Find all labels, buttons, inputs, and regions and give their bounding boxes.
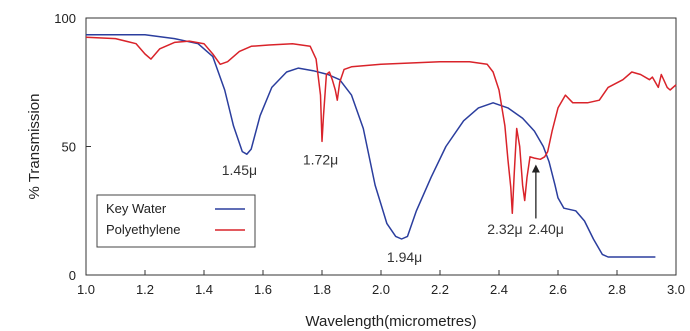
peak-label: 2.40μ [529,221,564,237]
legend: Key Water Polyethylene [96,194,256,248]
y-axis-title: % Transmission [26,94,43,200]
legend-label: Polyethylene [106,222,180,237]
series-line-polyethylene [85,36,677,215]
x-tick-label: 2.2 [431,282,449,297]
y-tick-label: 50 [62,140,76,155]
peak-label: 1.72μ [303,151,338,167]
arrow-head [531,164,540,173]
x-tick-label: 2.4 [490,282,508,297]
peak-label: 1.94μ [387,249,422,265]
y-tick-label: 100 [54,11,76,26]
x-tick-label: 1.4 [195,282,213,297]
x-axis-title: Wavelength(micrometres) [305,313,476,330]
axes: 1.0 1.2 1.4 1.6 1.8 2.0 2.2 2.4 2.6 2.8 3.0 0 50 100 W… [26,11,685,330]
peak-label: 2.32μ [487,221,522,237]
x-tick-label: 1.6 [254,282,272,297]
x-tick-label: 1.8 [313,282,331,297]
x-tick-label: 1.2 [136,282,154,297]
y-tick-label: 0 [69,268,76,283]
legend-box [96,194,256,248]
x-tick-label: 2.8 [608,282,626,297]
annotations: 1.45μ 1.72μ 1.94μ 2.32μ 2.40μ [222,151,564,265]
x-tick-label: 2.6 [549,282,567,297]
x-tick-label: 3.0 [667,282,685,297]
x-tick-label: 1.0 [77,282,95,297]
series-group [85,33,677,258]
peak-label: 1.45μ [222,162,257,178]
legend-label: Key Water [106,201,167,216]
series-line-key-water [86,33,656,258]
x-tick-label: 2.0 [372,282,390,297]
